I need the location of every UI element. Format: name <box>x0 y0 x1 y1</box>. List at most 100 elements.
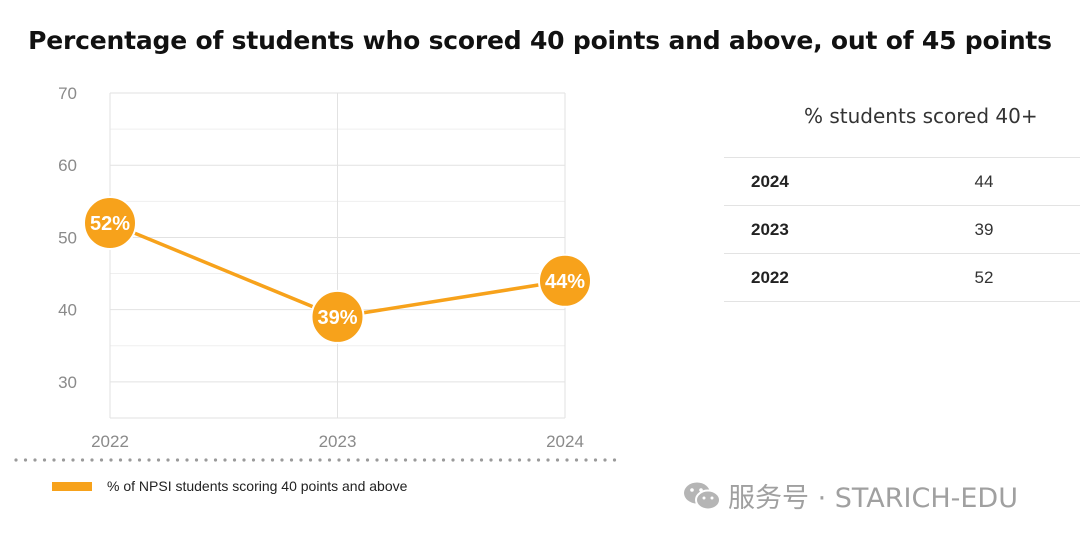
table-cell-value: 44 <box>974 171 994 191</box>
separator-dot <box>318 458 322 462</box>
separator-dot <box>413 458 417 462</box>
separator-dot <box>137 458 142 462</box>
separator-dot <box>555 458 560 462</box>
table-cell-value: 39 <box>974 219 994 239</box>
separator-dot <box>128 458 132 462</box>
x-tick-label: 2024 <box>546 432 584 451</box>
separator-dot <box>299 458 303 462</box>
separator-dot <box>242 458 246 462</box>
table-body: 2024 44 2023 39 2022 52 <box>724 158 1080 302</box>
separator-dot <box>593 458 598 462</box>
separator-dot <box>346 458 351 462</box>
y-axis-ticks: 30 40 50 60 70 <box>58 84 77 392</box>
table-header: % students scored 40+ <box>724 96 1080 158</box>
x-tick-label: 2023 <box>319 432 357 451</box>
dotted-separator <box>14 458 617 462</box>
watermark: 服务号 · STARICH-EDU <box>682 476 1018 515</box>
y-tick-label: 60 <box>58 156 77 175</box>
separator-dot <box>185 458 189 462</box>
table-cell-value: 52 <box>974 267 994 287</box>
separator-dot <box>365 458 370 462</box>
table-row: 2022 52 <box>724 254 1080 302</box>
separator-dot <box>280 458 284 462</box>
separator-dot <box>356 458 360 462</box>
separator-dot <box>289 458 294 462</box>
separator-dot <box>441 458 446 462</box>
separator-dot <box>460 458 465 462</box>
chart-title: Percentage of students who scored 40 poi… <box>28 26 1052 55</box>
separator-dot <box>375 458 379 462</box>
watermark-text: 服务号 · STARICH-EDU <box>728 483 1018 514</box>
separator-dot <box>517 458 522 462</box>
separator-dot <box>470 458 474 462</box>
separator-dot <box>327 458 332 462</box>
separator-dot <box>232 458 237 462</box>
separator-dot <box>166 458 170 462</box>
legend-label: % of NPSI students scoring 40 points and… <box>107 478 408 494</box>
separator-dot <box>489 458 493 462</box>
separator-dot <box>14 458 18 462</box>
data-point <box>538 253 592 308</box>
separator-dot <box>175 458 180 462</box>
data-label: 39% <box>317 307 357 329</box>
separator-dot <box>90 458 94 462</box>
separator-dot <box>584 458 588 462</box>
separator-dot <box>204 458 208 462</box>
separator-dot <box>384 458 389 462</box>
separator-dot <box>33 458 37 462</box>
separator-dot <box>99 458 104 462</box>
chart-legend: % of NPSI students scoring 40 points and… <box>52 478 407 494</box>
data-point <box>310 289 365 344</box>
data-label: 52% <box>90 213 130 235</box>
table-row: 2024 44 <box>724 158 1080 206</box>
separator-dot <box>394 458 398 462</box>
separator-dot <box>109 458 113 462</box>
separator-dot <box>80 458 85 462</box>
separator-dot <box>498 458 503 462</box>
line-chart: 30 40 50 60 70 2022 2023 2024 52% 39% 44% <box>14 84 617 462</box>
summary-table: % students scored 40+ 2024 44 2023 39 20… <box>724 96 1080 302</box>
separator-dot <box>422 458 427 462</box>
separator-dot <box>508 458 512 462</box>
separator-dot <box>213 458 218 462</box>
separator-dot <box>194 458 199 462</box>
legend-swatch <box>52 481 92 491</box>
separator-dot <box>603 458 607 462</box>
separator-dot <box>337 458 341 462</box>
separator-dot <box>527 458 531 462</box>
table-cell-year: 2022 <box>751 267 789 287</box>
y-tick-label: 40 <box>58 301 77 320</box>
table-cell-year: 2023 <box>751 219 789 239</box>
separator-dot <box>118 458 123 462</box>
separator-dot <box>308 458 313 462</box>
separator-dot <box>451 458 455 462</box>
y-tick-label: 50 <box>58 228 77 247</box>
separator-dot <box>156 458 161 462</box>
separator-dot <box>270 458 275 462</box>
data-point <box>83 196 137 250</box>
separator-dot <box>71 458 75 462</box>
separator-dot <box>42 458 47 462</box>
separator-dot <box>546 458 550 462</box>
separator-dot <box>223 458 227 462</box>
separator-dot <box>574 458 579 462</box>
separator-dot <box>536 458 541 462</box>
separator-dot <box>432 458 436 462</box>
y-tick-label: 70 <box>58 84 77 103</box>
wechat-icon <box>684 482 721 510</box>
x-axis-ticks: 2022 2023 2024 <box>91 432 584 451</box>
data-label: 44% <box>545 271 585 293</box>
chart-grid <box>109 92 566 419</box>
separator-dot <box>147 458 151 462</box>
chart-series: 52% 39% 44% <box>83 196 592 344</box>
separator-dot <box>23 458 28 462</box>
table-cell-year: 2024 <box>751 171 789 191</box>
separator-dot <box>52 458 56 462</box>
separator-dot <box>612 458 617 462</box>
separator-dot <box>61 458 66 462</box>
x-tick-label: 2022 <box>91 432 129 451</box>
y-tick-label: 30 <box>58 373 77 392</box>
separator-dot <box>565 458 569 462</box>
separator-dot <box>403 458 408 462</box>
separator-dot <box>251 458 256 462</box>
